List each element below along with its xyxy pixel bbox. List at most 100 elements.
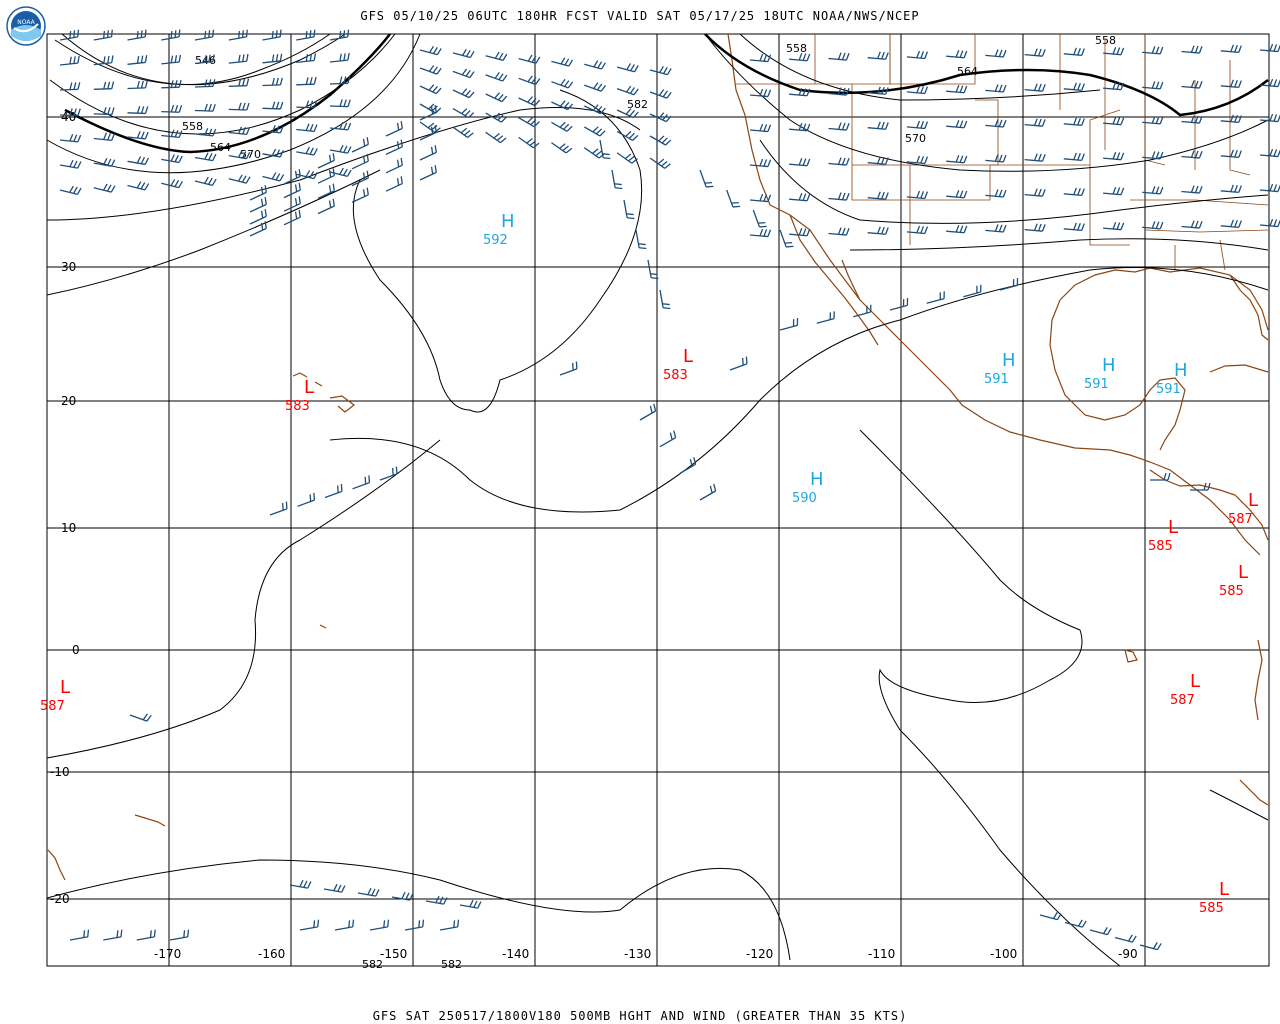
wind-barb	[93, 55, 114, 66]
wind-barb	[485, 92, 508, 103]
wind-barb	[485, 72, 508, 82]
wind-barb	[324, 484, 343, 499]
wind-barb	[584, 82, 607, 92]
wind-barb	[1142, 186, 1164, 195]
wind-barb	[584, 60, 606, 70]
wind-barb	[289, 879, 312, 889]
wind-barb	[425, 895, 448, 905]
low-value: 583	[663, 368, 688, 383]
wind-barb	[169, 929, 190, 941]
wind-barb	[926, 291, 945, 304]
high-letter: H	[1102, 355, 1116, 376]
lat-label: 10	[61, 521, 76, 535]
wind-barb	[419, 103, 442, 114]
wind-barb	[419, 84, 442, 95]
wind-barb	[749, 88, 772, 98]
wind-barb	[352, 475, 371, 490]
wind-barb	[985, 119, 1007, 128]
longitude-grid	[168, 34, 1146, 966]
wind-barb	[452, 68, 475, 79]
state-borders	[736, 34, 1269, 271]
wind-barb	[351, 137, 369, 153]
wind-barb	[699, 483, 717, 501]
wind-barb	[1142, 81, 1164, 90]
wind-barb	[1259, 78, 1280, 88]
wind-barb	[161, 79, 182, 89]
wind-barb	[779, 318, 799, 331]
wind-barb	[906, 225, 929, 235]
wind-barb	[1064, 919, 1087, 928]
wind-barb	[1039, 912, 1062, 921]
wind-barb	[789, 228, 811, 237]
wind-barb	[249, 197, 267, 213]
wind-barb	[93, 132, 116, 142]
wind-barb	[906, 85, 929, 95]
wind-barb	[1103, 186, 1125, 196]
wind-barb	[1220, 149, 1242, 159]
wind-barb	[616, 152, 638, 164]
wind-barb	[551, 121, 573, 132]
wind-barb	[262, 172, 285, 182]
high-letter: H	[1002, 350, 1016, 371]
wind-barb	[228, 78, 250, 87]
wind-barb	[1259, 183, 1280, 193]
wind-barb	[1024, 83, 1046, 92]
wind-barb	[127, 181, 150, 191]
lon-label: -100	[990, 947, 1017, 961]
wind-barb	[1220, 184, 1242, 194]
wind-barb	[249, 185, 267, 201]
wind-barb	[329, 29, 350, 41]
wind-barb	[659, 289, 671, 310]
contour-label: 582	[627, 98, 648, 111]
coastline	[47, 33, 1269, 881]
wind-barb	[93, 107, 115, 116]
wind-barb	[283, 209, 301, 226]
wind-barb	[867, 51, 889, 60]
wind-barb	[262, 29, 282, 41]
wind-barb	[518, 75, 541, 86]
wind-barb	[194, 152, 217, 162]
wind-barb	[789, 88, 811, 97]
wind-barb	[317, 198, 335, 215]
wind-barb	[1142, 116, 1164, 125]
wind-barb	[296, 29, 316, 41]
wind-barb	[752, 209, 767, 228]
wind-barb	[1024, 118, 1046, 127]
wind-barb	[828, 87, 850, 96]
wind-barb	[985, 224, 1007, 233]
wind-barb	[999, 278, 1019, 291]
wind-barb	[647, 259, 659, 280]
wind-barb	[985, 154, 1007, 163]
low-value: 583	[285, 399, 310, 414]
wind-barb	[385, 157, 403, 174]
wind-barb	[161, 179, 183, 189]
wind-barb	[649, 112, 672, 123]
wind-barb	[616, 108, 639, 119]
contour-label: 564	[210, 141, 231, 154]
wind-barb	[103, 929, 123, 941]
wind-barb	[385, 176, 403, 192]
lon-label: -150	[380, 947, 407, 961]
wind-barb	[828, 52, 850, 61]
wind-barb	[1103, 116, 1125, 126]
wind-barb	[127, 131, 149, 140]
wind-barb	[1181, 45, 1203, 54]
wind-barb	[679, 457, 697, 474]
wind-barb	[946, 190, 968, 199]
wind-barb	[789, 123, 811, 132]
wind-barb	[699, 169, 714, 188]
wind-barb	[906, 190, 929, 200]
contour-label: 582	[441, 958, 462, 971]
wind-barb	[789, 158, 811, 167]
wind-barb	[1181, 115, 1203, 124]
high-value: 591	[1156, 382, 1181, 397]
wind-barb	[867, 226, 889, 235]
wind-barb	[867, 121, 889, 130]
high-value: 590	[792, 491, 817, 506]
wind-barb	[391, 891, 414, 901]
wind-barb	[616, 85, 639, 96]
wind-barb	[459, 899, 482, 909]
wind-barb	[1220, 44, 1242, 54]
wind-barb	[518, 117, 540, 128]
